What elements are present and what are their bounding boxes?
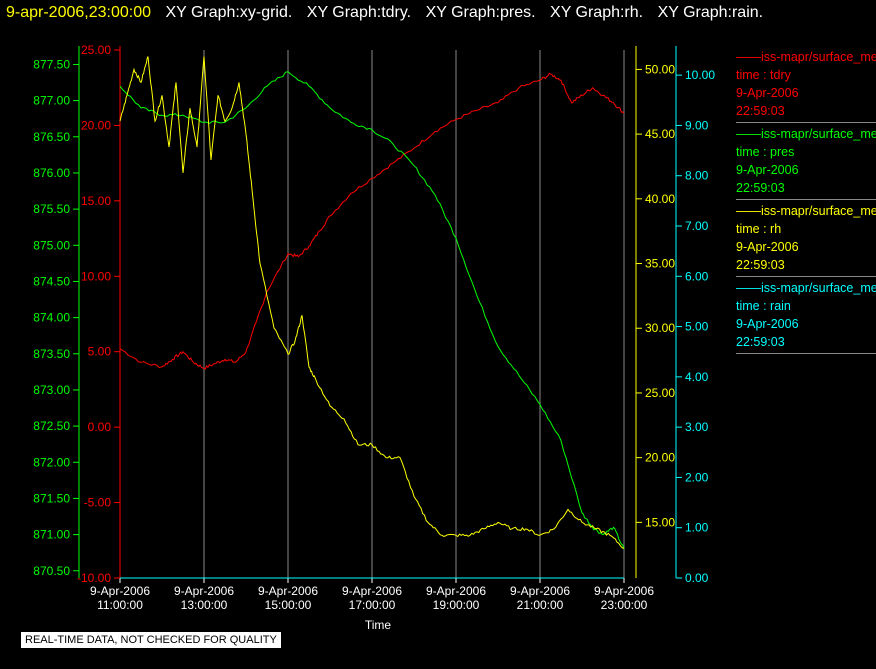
x-tick-label-time: 15:00:00 <box>265 598 312 612</box>
pres-tick-label: 876.00 <box>33 166 70 180</box>
legend-time: 22:59:03 <box>736 258 785 272</box>
legend-date: 9-Apr-2006 <box>736 163 799 177</box>
rain-tick-label: 1.00 <box>685 521 709 535</box>
x-tick-label-date: 9-Apr-2006 <box>174 584 234 598</box>
x-tick-label-date: 9-Apr-2006 <box>594 584 654 598</box>
rain-tick-label: 8.00 <box>685 169 709 183</box>
series-line-tdry <box>119 72 625 370</box>
x-tick-label-date: 9-Apr-2006 <box>426 584 486 598</box>
legend-date: 9-Apr-2006 <box>736 317 799 331</box>
x-axis-label: Time <box>365 618 392 632</box>
pres-tick-label: 875.50 <box>33 202 70 216</box>
pres-tick-label: 873.00 <box>33 383 70 397</box>
legend-time: 22:59:03 <box>736 335 785 349</box>
pres-tick-label: 874.00 <box>33 311 70 325</box>
tdry-tick-label: 15.00 <box>81 194 111 208</box>
legend-field: time : rh <box>736 222 782 236</box>
rh-tick-label: 15.00 <box>645 515 675 529</box>
legend-time: 22:59:03 <box>736 104 785 118</box>
rain-tick-label: 10.00 <box>685 68 715 82</box>
x-tick-label-date: 9-Apr-2006 <box>342 584 402 598</box>
x-tick-label-time: 19:00:00 <box>433 598 480 612</box>
rain-tick-label: 6.00 <box>685 269 709 283</box>
header: 9-apr-2006,23:00:00 XY Graph:xy-grid. XY… <box>6 4 763 22</box>
legend-field: time : tdry <box>736 68 791 82</box>
pres-tick-label: 871.00 <box>33 528 70 542</box>
legend-name: ——iss-mapr/surface_met <box>736 204 876 218</box>
rh-tick-label: 40.00 <box>645 192 675 206</box>
legend-date: 9-Apr-2006 <box>736 240 799 254</box>
rain-tick-label: 5.00 <box>685 320 709 334</box>
tdry-tick-label: 10.00 <box>81 269 111 283</box>
pres-tick-label: 871.50 <box>33 491 70 505</box>
rh-tick-label: 50.00 <box>645 62 675 76</box>
pres-tick-label: 873.50 <box>33 347 70 361</box>
rain-tick-label: 9.00 <box>685 118 709 132</box>
x-tick-label-time: 23:00:00 <box>601 598 648 612</box>
tdry-tick-label: 0.00 <box>88 420 112 434</box>
pres-tick-label: 870.50 <box>33 564 70 578</box>
x-tick-label-time: 11:00:00 <box>97 598 143 612</box>
x-tick-label-time: 17:00:00 <box>349 598 396 612</box>
pres-tick-label: 872.00 <box>33 455 70 469</box>
rh-tick-label: 20.00 <box>645 451 675 465</box>
graph-title-rh[interactable]: XY Graph:rh. <box>550 4 644 21</box>
legend-entry-rain[interactable]: ——iss-mapr/surface_met time : rain 9-Apr… <box>736 279 876 354</box>
pres-tick-label: 876.50 <box>33 130 70 144</box>
graph-title-xy-grid[interactable]: XY Graph:xy-grid. <box>165 4 293 21</box>
legend-entry-rh[interactable]: ——iss-mapr/surface_met time : rh 9-Apr-2… <box>736 202 876 277</box>
legend-entry-tdry[interactable]: ——iss-mapr/surface_met time : tdry 9-Apr… <box>736 48 876 123</box>
legend-field: time : rain <box>736 299 791 313</box>
series-line-pres <box>119 71 625 550</box>
x-tick-label-date: 9-Apr-2006 <box>258 584 318 598</box>
tdry-tick-label: -5.00 <box>84 496 112 510</box>
graph-title-tdry[interactable]: XY Graph:tdry. <box>306 4 412 21</box>
x-tick-label-date: 9-Apr-2006 <box>90 584 150 598</box>
pres-tick-label: 877.50 <box>33 57 70 71</box>
legend: ——iss-mapr/surface_met time : tdry 9-Apr… <box>736 48 876 356</box>
rh-tick-label: 25.00 <box>645 386 675 400</box>
pres-tick-label: 872.50 <box>33 419 70 433</box>
legend-time: 22:59:03 <box>736 181 785 195</box>
quality-notice: REAL-TIME DATA, NOT CHECKED FOR QUALITY <box>20 631 282 649</box>
pres-tick-label: 877.00 <box>33 94 70 108</box>
legend-field: time : pres <box>736 145 795 159</box>
rh-tick-label: 30.00 <box>645 321 675 335</box>
legend-name: ——iss-mapr/surface_met <box>736 50 876 64</box>
x-tick-label-date: 9-Apr-2006 <box>510 584 570 598</box>
pres-tick-label: 875.00 <box>33 238 70 252</box>
tdry-tick-label: 25.00 <box>81 43 111 57</box>
rain-tick-label: 0.00 <box>685 571 709 585</box>
series-line-rh <box>119 56 625 549</box>
tdry-tick-label: 5.00 <box>88 345 112 359</box>
header-timestamp: 9-apr-2006,23:00:00 <box>6 4 151 21</box>
rain-tick-label: 7.00 <box>685 219 709 233</box>
legend-entry-pres[interactable]: ——iss-mapr/surface_met time : pres 9-Apr… <box>736 125 876 200</box>
tdry-tick-label: 20.00 <box>81 118 111 132</box>
rain-tick-label: 2.00 <box>685 470 709 484</box>
rh-tick-label: 35.00 <box>645 257 675 271</box>
tdry-tick-label: -10.00 <box>77 571 111 585</box>
legend-name: ——iss-mapr/surface_met <box>736 127 876 141</box>
rain-tick-label: 3.00 <box>685 420 709 434</box>
rain-tick-label: 4.00 <box>685 370 709 384</box>
x-tick-label-time: 13:00:00 <box>181 598 228 612</box>
graph-title-pres[interactable]: XY Graph:pres. <box>425 4 536 21</box>
legend-date: 9-Apr-2006 <box>736 86 799 100</box>
graph-title-rain[interactable]: XY Graph:rain. <box>657 4 764 21</box>
rh-tick-label: 45.00 <box>645 127 675 141</box>
pres-tick-label: 874.50 <box>33 274 70 288</box>
x-tick-label-time: 21:00:00 <box>517 598 564 612</box>
legend-name: ——iss-mapr/surface_met <box>736 281 876 295</box>
